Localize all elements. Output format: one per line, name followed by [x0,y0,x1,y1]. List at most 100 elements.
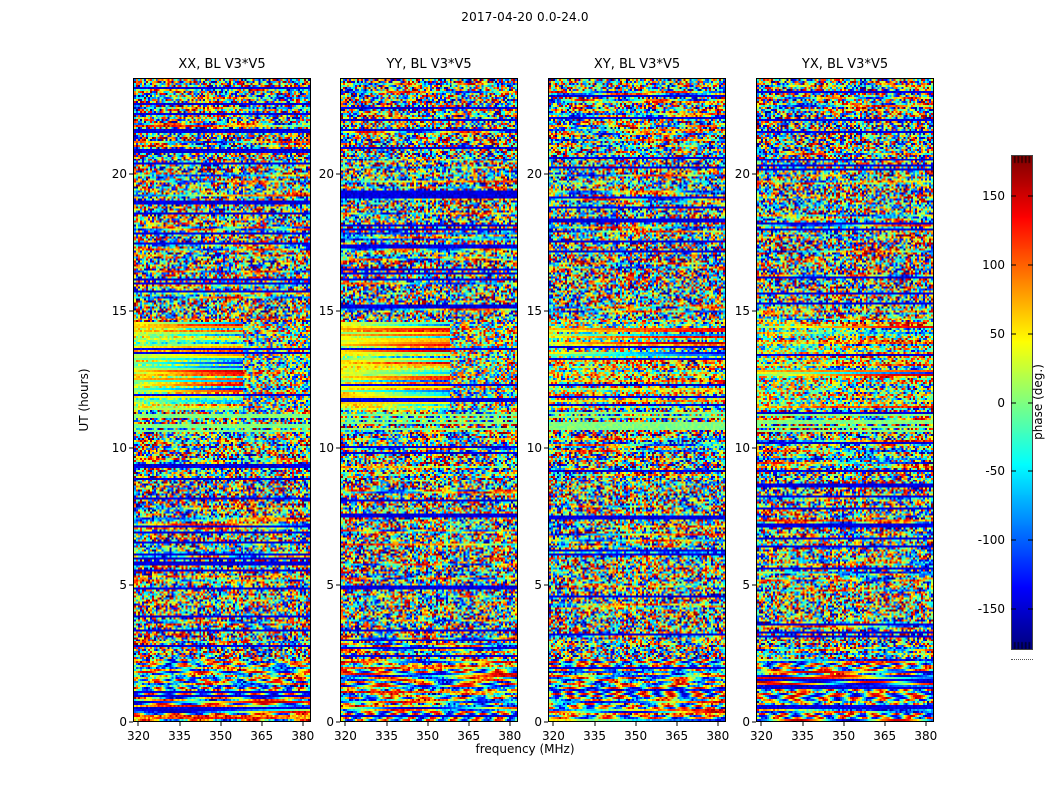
colorbar-tick-label: 50 [989,326,1005,341]
y-tick-label: 10 [318,440,334,455]
x-tick-mark [594,722,596,726]
x-tick-label: 365 [665,729,689,743]
x-tick-mark [386,722,388,726]
panel-title: YY, BL V3*V5 [386,57,472,72]
y-tick-label: 10 [111,440,127,455]
x-tick-mark [302,722,304,726]
y-tick-label: 5 [742,577,750,592]
colorbar: 150 100 50 0 -50 -100 -150 [978,155,1033,650]
panel-title: YX, BL V3*V5 [801,57,889,72]
y-tick-mark [336,310,340,312]
x-tick-label: 320 [542,729,565,743]
x-tick-mark [717,722,719,726]
y-tick-mark [336,721,340,723]
colorbar-tick-label: -50 [985,464,1005,479]
panel-title: XX, BL V3*V5 [178,57,266,72]
y-tick-label: 15 [318,303,334,318]
x-tick-mark [137,722,139,726]
x-tick-label: 320 [750,729,773,743]
y-tick-mark [129,173,133,175]
y-tick-mark [336,173,340,175]
colorbar-tick-mark [1028,333,1033,335]
y-tick-mark [129,447,133,449]
x-tick-mark [843,722,845,726]
colorbar-tick-mark [1028,470,1033,472]
x-tick-mark [427,722,429,726]
x-tick-label: 320 [127,729,150,743]
dynamic-spectrum-image [757,79,933,721]
panel-xy: XY, BL V3*V5 0 5 10 15 20 320 335 350 365 380 [527,57,730,743]
y-tick-label: 5 [534,577,542,592]
colorbar-tick-label: 0 [997,395,1005,410]
x-tick-mark [261,722,263,726]
panel-axes [756,78,934,722]
y-tick-mark [336,584,340,586]
y-tick-label: 0 [326,715,334,729]
y-tick-mark [752,173,756,175]
panel-yy: YY, BL V3*V5 0 5 10 15 20 320 335 350 365 380 [319,57,522,743]
y-tick-mark [544,721,548,723]
y-tick-label: 0 [119,715,127,729]
y-tick-mark [336,447,340,449]
colorbar-tick-mark [1011,195,1016,197]
y-tick-label: 15 [734,303,750,318]
x-tick-mark [925,722,927,726]
colorbar-tick-mark [1011,539,1016,541]
x-tick-label: 380 [706,729,730,743]
y-tick-mark [752,447,756,449]
x-tick-label: 350 [624,729,648,743]
colorbar-tick-mark [1028,402,1033,403]
colorbar-tick-mark [1011,608,1016,610]
x-tick-label: 320 [334,729,357,743]
colorbar-tick-mark [1011,470,1016,472]
colorbar-tick-mark [1028,264,1033,266]
x-tick-mark [635,722,637,726]
x-tick-label: 335 [583,729,606,743]
x-tick-label: 380 [291,729,315,743]
panel-title: XY, BL V3*V5 [593,57,681,72]
x-tick-label: 350 [832,729,856,743]
y-tick-mark [544,584,548,586]
panel-axes [548,78,726,722]
x-tick-mark [802,722,804,726]
x-tick-label: 350 [209,729,233,743]
y-tick-label: 0 [742,715,750,729]
y-tick-mark [129,721,133,723]
colorbar-tick-mark [1011,333,1016,335]
x-tick-label: 365 [457,729,481,743]
y-tick-label: 20 [111,166,127,181]
y-tick-label: 0 [534,715,542,729]
y-tick-mark [752,584,756,586]
dynamic-spectrum-image [341,79,517,721]
y-axis-label: UT (hours) [77,368,91,432]
colorbar-tick-label: 150 [982,189,1005,204]
x-tick-label: 380 [498,729,522,743]
y-tick-label: 10 [526,440,542,455]
colorbar-tick-mark [1028,608,1033,610]
x-tick-mark [344,722,346,726]
y-tick-label: 15 [526,303,542,318]
y-tick-label: 20 [318,166,334,181]
x-axis-label: frequency (MHz) [475,742,575,756]
y-tick-label: 5 [119,577,127,592]
colorbar-under-range-marker [1011,655,1033,660]
colorbar-tick-mark [1028,195,1033,197]
x-tick-mark [676,722,678,726]
y-tick-label: 5 [326,577,334,592]
x-tick-mark [552,722,554,726]
x-tick-label: 335 [375,729,398,743]
x-tick-label: 365 [873,729,897,743]
x-tick-mark [884,722,886,726]
x-tick-mark [760,722,762,726]
x-tick-mark [468,722,470,726]
y-tick-mark [544,173,548,175]
colorbar-tick-label: 100 [982,258,1005,272]
y-tick-label: 20 [734,166,750,181]
colorbar-tick-label: -150 [977,601,1005,616]
x-tick-mark [509,722,511,726]
colorbar-tick-mark [1011,402,1016,403]
y-tick-mark [544,310,548,312]
y-tick-mark [129,310,133,312]
y-tick-label: 15 [111,303,127,318]
